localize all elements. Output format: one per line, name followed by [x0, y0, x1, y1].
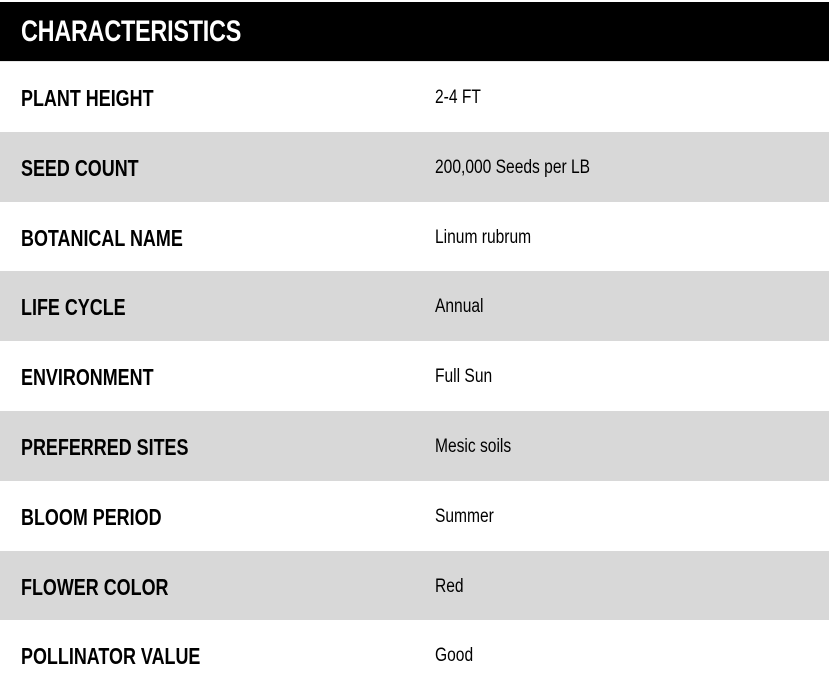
row-label: BOTANICAL NAME [21, 224, 183, 251]
table-row: ENVIRONMENT Full Sun [0, 341, 829, 411]
table-row: PREFERRED SITES Mesic soils [0, 410, 829, 481]
table-title: CHARACTERISTICS [21, 15, 242, 48]
row-value: Red [435, 575, 464, 597]
table-row: FLOWER COLOR Red [0, 550, 829, 621]
row-label: LIFE CYCLE [21, 294, 126, 321]
table-row: LIFE CYCLE Annual [0, 271, 829, 342]
row-value: Annual [435, 296, 484, 318]
row-label: FLOWER COLOR [21, 573, 169, 600]
row-label: PLANT HEIGHT [21, 85, 154, 111]
row-value: 200,000 Seeds per LB [435, 156, 591, 178]
row-value: Good [435, 645, 474, 667]
row-value: Mesic soils [435, 435, 512, 457]
row-value: Summer [435, 505, 494, 527]
row-label: SEED COUNT [21, 154, 139, 181]
table-row: BOTANICAL NAME Linum rubrum [0, 202, 829, 272]
row-label: BLOOM PERIOD [21, 503, 162, 530]
table-row: BLOOM PERIOD Summer [0, 481, 829, 551]
row-value: 2-4 FT [435, 87, 481, 108]
row-label: PREFERRED SITES [21, 433, 189, 460]
table-header: CHARACTERISTICS [0, 2, 829, 62]
row-value: Linum rubrum [435, 226, 532, 248]
row-label: ENVIRONMENT [21, 364, 154, 391]
row-value: Full Sun [435, 366, 493, 388]
table-row: SEED COUNT 200,000 Seeds per LB [0, 131, 829, 202]
table-row: PLANT HEIGHT 2-4 FT [0, 62, 829, 132]
row-label: POLLINATOR VALUE [21, 643, 201, 670]
table-row: POLLINATOR VALUE Good [0, 620, 829, 690]
